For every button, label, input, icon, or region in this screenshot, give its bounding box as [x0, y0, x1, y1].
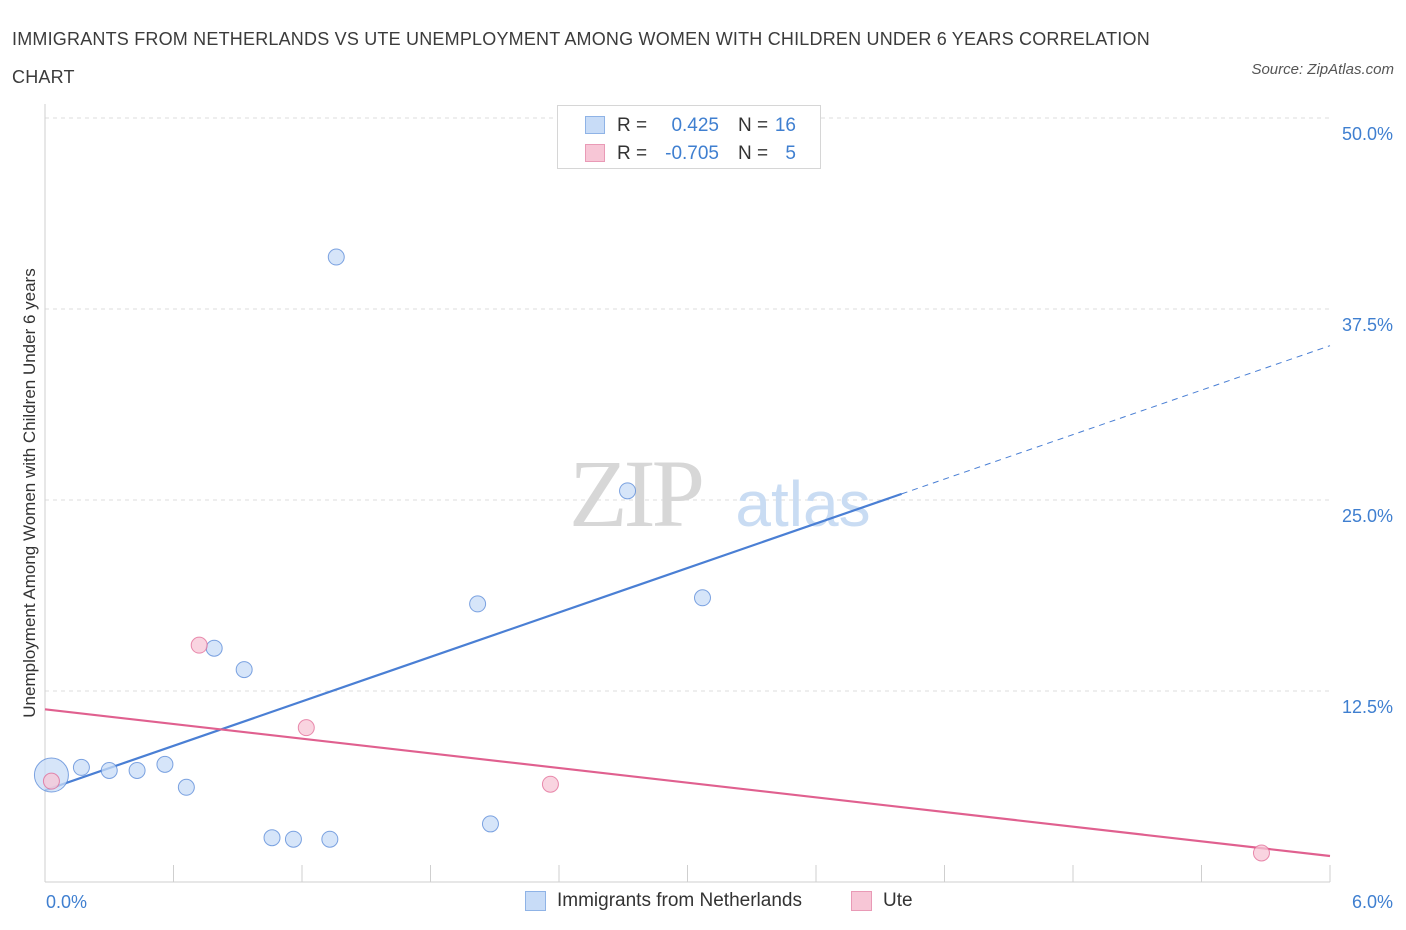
x-tick-labels: 0.0% 6.0% — [46, 892, 1393, 912]
y-tick-label: 50.0% — [1342, 124, 1393, 144]
x-tick-label-min: 0.0% — [46, 892, 87, 912]
legend-n-value-netherlands: 16 — [774, 115, 796, 136]
legend-r-value-netherlands: 0.425 — [671, 115, 719, 136]
data-point-netherlands — [327, 248, 345, 266]
source-note: Source: ZipAtlas.com — [1251, 61, 1394, 78]
legend-row-netherlands: R = 0.425 N = 16 — [558, 111, 820, 139]
series-swatch-ute — [851, 891, 872, 911]
data-point-netherlands — [321, 830, 339, 848]
gridlines — [45, 117, 1330, 692]
legend-row-ute: R = -0.705 N = 5 — [558, 139, 820, 167]
data-point-netherlands — [693, 589, 711, 607]
data-point-ute — [1252, 844, 1270, 862]
y-tick-label: 25.0% — [1342, 506, 1393, 526]
trendline-extension-netherlands — [901, 345, 1331, 495]
series-label-netherlands: Immigrants from Netherlands — [557, 890, 802, 911]
svg-text:ZIP: ZIP — [569, 440, 702, 547]
correlation-legend: R = 0.425 N = 16 R = -0.705 N = 5 — [557, 105, 821, 169]
legend-n-label: N = — [738, 115, 769, 136]
legend-swatch-ute — [585, 144, 605, 162]
legend-swatch-netherlands — [585, 116, 605, 134]
series-label-ute: Ute — [883, 890, 913, 911]
data-point-netherlands — [100, 761, 118, 779]
legend-r-value-ute: -0.705 — [665, 143, 719, 164]
data-point-ute — [297, 719, 315, 737]
y-tick-labels: 50.0% 37.5% 25.0% 12.5% — [1342, 124, 1393, 717]
data-point-ute — [541, 775, 559, 793]
legend-n-label: N = — [738, 143, 769, 164]
data-point-netherlands — [619, 482, 637, 500]
data-point-netherlands — [469, 595, 487, 613]
y-tick-label: 37.5% — [1342, 315, 1393, 335]
axes — [44, 104, 1331, 883]
data-point-ute — [190, 636, 208, 654]
data-point-netherlands — [284, 830, 302, 848]
watermark: ZIP atlas — [569, 440, 871, 547]
trendline-netherlands — [44, 492, 903, 792]
data-point-netherlands — [156, 755, 174, 773]
data-point-ute — [42, 772, 60, 790]
data-point-netherlands — [481, 815, 499, 833]
data-points — [33, 248, 1270, 862]
data-point-netherlands — [235, 661, 253, 679]
series-swatch-netherlands — [525, 891, 546, 911]
trendline-ute — [44, 708, 1331, 858]
svg-text:atlas: atlas — [735, 468, 870, 540]
x-tick-label-max: 6.0% — [1352, 892, 1393, 912]
chart-title: IMMIGRANTS FROM NETHERLANDS VS UTE UNEMP… — [12, 29, 1150, 87]
data-point-netherlands — [177, 778, 195, 796]
legend-r-label: R = — [617, 115, 648, 136]
legend-r-label: R = — [617, 143, 648, 164]
data-point-netherlands — [128, 761, 146, 779]
data-point-netherlands — [72, 758, 90, 776]
trendlines — [44, 345, 1331, 858]
legend-n-value-ute: 5 — [785, 143, 796, 164]
y-tick-label: 12.5% — [1342, 697, 1393, 717]
data-point-netherlands — [263, 829, 281, 847]
data-point-netherlands — [205, 639, 223, 657]
